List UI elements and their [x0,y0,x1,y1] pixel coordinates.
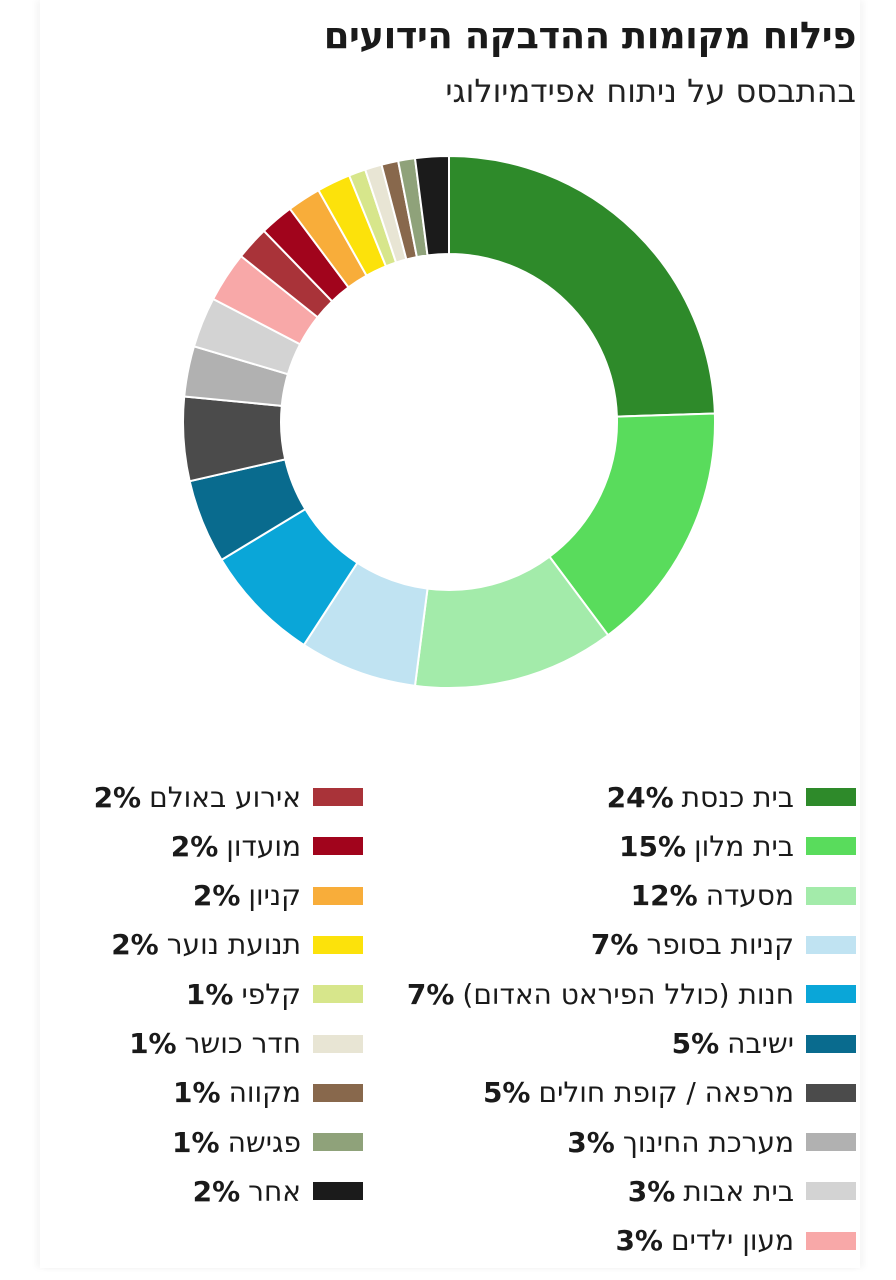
legend-label: פגישה [227,1125,301,1159]
legend-value: 2% [170,829,219,863]
legend-value: 1% [185,977,234,1011]
legend-swatch [313,1133,363,1152]
legend-swatch [806,1182,856,1201]
legend-swatch [806,788,856,806]
legend-label: קניון [248,879,301,913]
legend-label: בית אבות [683,1174,794,1208]
legend-item: חנות (כולל הפיראט האדום) 7% [407,976,856,1012]
legend-item: בית מלון 15% [619,828,856,864]
legend-label: תנועת נוער [166,928,301,962]
legend-value: 5% [671,1027,720,1060]
legend-item: תנועת נוער 2% [111,927,363,963]
legend-item: קניון 2% [193,878,363,914]
legend-value: 5% [482,1076,531,1110]
legend-label: קניות בסופר [646,928,794,962]
legend-item: חדר כושר 1% [129,1026,363,1062]
legend-item: מערכת החינוך 3% [567,1124,856,1160]
legend-value: 3% [615,1224,663,1258]
chart-subtitle: בהתבסס על ניתוח אפידמיולוגי [445,72,856,110]
legend-item: מרפאה / קופת חולים 5% [483,1075,856,1111]
donut-slice [413,154,450,257]
legend-swatch [806,1083,856,1102]
legend-item: ישיבה 5% [672,1026,856,1062]
legend-value: 1% [173,1076,221,1110]
legend-item: מסעדה 12% [631,878,856,914]
legend-item: בית כנסת 24% [607,779,856,815]
legend-label: קלפי [241,977,301,1011]
legend-item: פגישה 1% [172,1124,363,1160]
legend-label: אחר [248,1174,301,1208]
legend-swatch [806,837,856,856]
legend-value: 2% [192,879,241,913]
legend-swatch [313,1182,363,1201]
legend-label: מסעדה [705,879,794,913]
legend-swatch [806,1133,856,1152]
legend-label: חנות (כולל הפיראט האדום) [462,977,794,1011]
legend-swatch [806,985,856,1004]
legend-swatch [313,886,363,905]
legend-label: מעון ילדים [670,1224,794,1258]
legend-value: 7% [590,928,639,962]
legend-swatch [806,886,856,905]
legend-value: 24% [606,780,674,814]
legend-label: ישיבה [727,1027,794,1060]
legend-value: 1% [129,1027,177,1060]
legend-swatch [313,837,363,856]
legend-value: 3% [627,1174,676,1208]
legend-swatch [313,788,363,806]
donut-slice [448,154,716,418]
legend-value: 2% [93,780,142,814]
legend-label: אירוע באולם [149,780,301,814]
legend-item: בית אבות 3% [628,1173,856,1209]
legend-item: מועדון 2% [171,828,363,864]
legend-item: אחר 2% [193,1173,363,1209]
legend-value: 12% [630,879,698,913]
legend-value: 2% [192,1174,241,1208]
legend-label: מועדון [226,829,301,863]
legend-value: 15% [619,829,687,863]
chart-title: פילוח מקומות ההדבקה הידועים [323,14,857,57]
legend-swatch [313,1083,363,1102]
legend-swatch [806,935,856,954]
legend-item: אירוע באולם 2% [94,779,363,815]
legend-swatch [806,1034,856,1053]
legend-value: 7% [406,977,455,1011]
legend-label: בית כנסת [681,780,794,814]
legend-label: מקווה [228,1076,301,1110]
legend-label: חדר כושר [184,1027,301,1060]
legend-swatch [806,1231,856,1250]
legend-item: קלפי 1% [186,976,363,1012]
legend-label: מערכת החינוך [622,1125,794,1159]
legend-swatch [313,1034,363,1053]
legend-item: קניות בסופר 7% [591,927,856,963]
legend-swatch [313,935,363,954]
legend-value: 3% [567,1125,615,1159]
legend-swatch [313,985,363,1004]
legend-label: מרפאה / קופת חולים [538,1076,794,1110]
legend-item: מעון ילדים 3% [615,1223,856,1259]
legend-item: מקווה 1% [173,1075,363,1111]
legend-value: 1% [172,1125,220,1159]
legend-value: 2% [111,928,159,962]
legend-label: בית מלון [694,829,794,863]
